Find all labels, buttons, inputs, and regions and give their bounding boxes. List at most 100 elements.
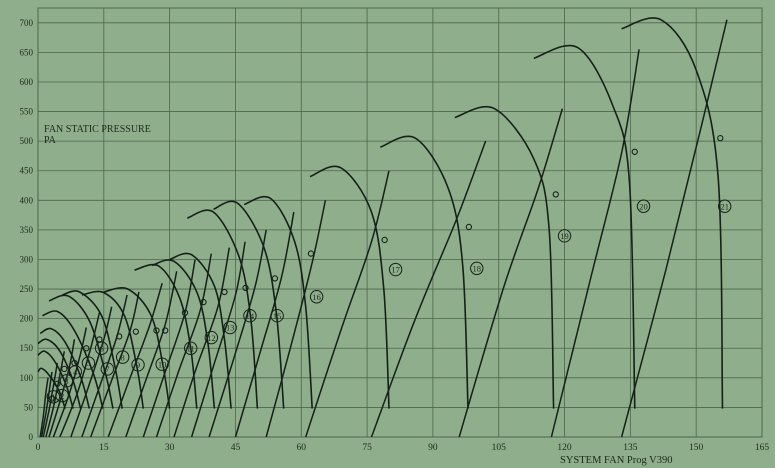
y-tick-label: 100	[20, 373, 34, 383]
fan-curve	[186, 209, 259, 409]
operating-point-marker	[221, 288, 228, 296]
x-tick-label: 135	[623, 443, 638, 453]
fan-curve	[42, 310, 104, 409]
y-tick-label: 200	[20, 314, 34, 324]
system-curve	[208, 229, 267, 438]
fan-curve	[37, 338, 82, 409]
point-tag-label: 3	[64, 376, 68, 386]
system-curve	[265, 200, 327, 438]
fan-curve	[103, 286, 171, 409]
system-curve	[70, 306, 113, 438]
point-tag-label: 20	[639, 201, 648, 211]
point-tag-label: 10	[158, 359, 167, 369]
operating-point-marker	[96, 336, 103, 343]
point-tag-label: 9	[136, 360, 140, 370]
point-tag-label: 1	[51, 392, 55, 402]
system-curve	[304, 170, 390, 438]
point-tag-label: 16	[312, 292, 321, 302]
point-tag-label: 21	[720, 201, 729, 211]
point-tag-circle	[557, 229, 572, 243]
operating-point-marker	[717, 135, 724, 142]
operating-point-marker	[54, 380, 61, 387]
operating-point-marker	[181, 309, 189, 316]
fan-curves	[37, 17, 724, 409]
system-curve	[155, 253, 213, 438]
operating-point-marker	[132, 328, 139, 335]
system-curve	[42, 362, 59, 438]
point-tag-circle	[388, 262, 403, 277]
point-tag-circle	[100, 362, 115, 376]
operating-point-marker	[61, 365, 68, 373]
fan-curve	[134, 263, 198, 409]
x-tick-label: 120	[557, 443, 572, 453]
fan-curve	[454, 106, 555, 409]
y-tick-label: 450	[20, 166, 34, 176]
point-tag-label: 6	[99, 343, 103, 353]
fan-curve	[39, 327, 91, 409]
y-tick-label: 550	[20, 107, 34, 117]
y-tick-label: 600	[20, 77, 34, 87]
grid-lines	[37, 8, 763, 438]
system-curve	[234, 211, 295, 438]
point-tag-label: 14	[246, 311, 255, 321]
fan-curve	[243, 195, 313, 409]
point-tag-circle	[46, 390, 61, 404]
operating-point-marker	[307, 250, 315, 257]
x-tick-label: 90	[428, 443, 438, 453]
system-curve	[45, 351, 66, 438]
x-tick-label: 105	[492, 443, 507, 453]
operating-point-marker	[162, 327, 169, 334]
fan-curve	[61, 290, 123, 409]
system-curve	[620, 19, 728, 438]
point-tag-circle	[155, 357, 169, 371]
x-tick-label: 60	[297, 443, 307, 453]
point-tag-circle	[81, 356, 96, 370]
fan-curve	[380, 135, 469, 409]
x-tick-label: 45	[231, 443, 241, 453]
operating-point-marker	[116, 333, 123, 340]
y-tick-label: 400	[20, 195, 34, 205]
x-tick-label: 150	[689, 443, 704, 453]
tick-labels: 0 15 30 45 60 75 90 105 120 135 150 165050100150200…	[20, 18, 770, 453]
system-curve	[458, 108, 564, 438]
point-tag-label: 18	[473, 264, 482, 274]
point-tag-label: 17	[391, 265, 400, 275]
point-tag-label: 19	[560, 231, 569, 241]
point-tag-circle	[183, 341, 198, 355]
y-axis-title: FAN STATIC PRESSURE PA	[44, 124, 151, 146]
operating-point-marker	[381, 236, 388, 244]
point-tag-label: 11	[187, 343, 195, 353]
system-curve	[39, 377, 49, 438]
point-tag-circle	[270, 308, 284, 323]
x-tick-label: 165	[755, 443, 770, 453]
y-tick-label: 650	[20, 47, 34, 57]
fan-curve	[533, 44, 636, 409]
y-tick-label: 700	[20, 18, 34, 28]
fan-curve	[621, 17, 724, 409]
system-curve	[550, 49, 640, 438]
y-tick-label: 350	[20, 225, 34, 235]
x-axis-title: SYSTEM FAN Prog V390	[560, 455, 673, 466]
point-tag-circle	[59, 374, 74, 388]
system-curve	[52, 327, 88, 438]
fan-curve	[151, 259, 216, 409]
point-tag-circle	[204, 330, 219, 345]
fan-curve	[169, 252, 232, 409]
point-tag-circle	[131, 358, 145, 372]
plot-frame	[37, 7, 763, 438]
operating-point-marker	[631, 148, 638, 155]
y-tick-label: 150	[20, 343, 34, 353]
y-tick-label: 0	[29, 432, 34, 442]
fan-curve	[37, 350, 74, 409]
point-tag-label: 7	[105, 364, 109, 374]
point-tag-circle	[718, 199, 732, 213]
y-axis-title-line-2: PA	[44, 135, 56, 146]
system-curve	[125, 271, 178, 438]
point-tag-circle	[243, 308, 257, 323]
fan-curve	[309, 165, 390, 409]
point-tag-circle	[223, 320, 237, 335]
point-tag-circle	[68, 365, 82, 379]
system-curve	[142, 259, 196, 438]
